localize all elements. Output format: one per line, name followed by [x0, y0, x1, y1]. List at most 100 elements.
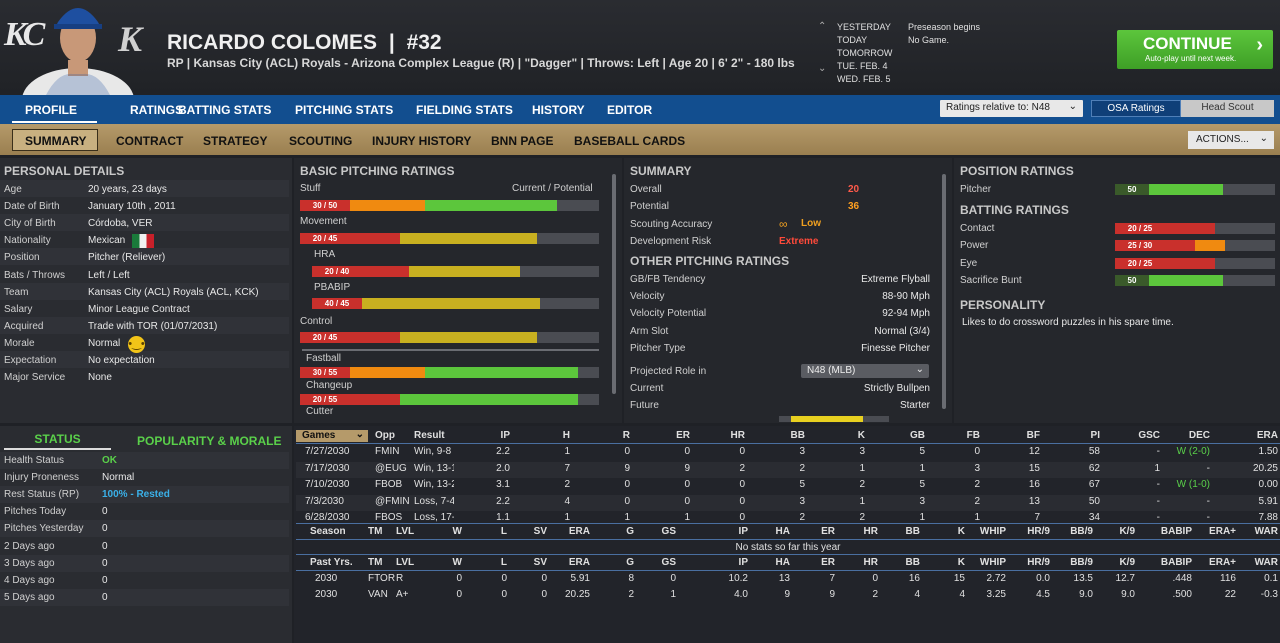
subtab-bnn-page[interactable]: BNN PAGE — [491, 134, 554, 148]
rating-bar-value: 20 / 45 — [300, 332, 350, 343]
subtab-strategy[interactable]: STRATEGY — [203, 134, 268, 148]
game-log-cell: 1 — [859, 495, 865, 507]
tab-status[interactable]: STATUS — [4, 432, 111, 450]
status-label: 5 Days ago — [4, 591, 55, 603]
past-cell: 0 — [456, 589, 462, 600]
past-header: WHIP — [979, 557, 1006, 568]
season-header: HA — [775, 526, 790, 537]
game-log-cell: 2 — [564, 479, 570, 491]
osa-ratings-button[interactable]: OSA Ratings — [1091, 100, 1181, 117]
other-rating-label: Velocity — [630, 291, 665, 303]
game-log-cell: W (1-0) — [1176, 479, 1210, 491]
game-log-header: PI — [1090, 430, 1100, 441]
game-log-cell: 0 — [739, 479, 745, 491]
basic-rating-label: PBABIP — [314, 282, 351, 293]
game-log-cell: 7 — [564, 462, 570, 474]
game-log-cell: 1 — [564, 446, 570, 457]
continue-button[interactable]: CONTINUE Auto-play until next week. › — [1117, 30, 1273, 69]
game-log-cell: 0.00 — [1258, 479, 1278, 491]
game-log-cell: 67 — [1088, 479, 1100, 491]
player-name-text: RICARDO COLOMES — [167, 31, 377, 54]
season-header-divider — [296, 539, 1280, 540]
personality-text: Likes to do crossword puzzles in his spa… — [962, 317, 1174, 328]
tab-ratings[interactable]: RATINGS — [130, 103, 184, 117]
personal-label: Acquired — [4, 320, 44, 332]
potential-label: Potential — [630, 201, 669, 212]
game-log-header: ER — [676, 430, 690, 441]
game-log-cell: 7/10/2030 — [305, 479, 350, 491]
other-ratings-title: OTHER PITCHING RATINGS — [630, 254, 790, 268]
role-current-label: Current — [630, 383, 664, 394]
season-header: K — [957, 526, 965, 537]
tab-popularity-morale[interactable]: POPULARITY & MORALE — [137, 434, 282, 448]
head-scout-button[interactable]: Head Scout — [1181, 100, 1274, 117]
scouting-accuracy-label: Scouting Accuracy — [630, 219, 713, 230]
game-log-header: Opp — [375, 430, 395, 441]
projected-role-select[interactable]: N48 (MLB) ⌄ — [801, 364, 929, 378]
past-header: TM — [368, 557, 383, 568]
rating-bar-value: 25 / 30 — [1115, 240, 1165, 252]
status-label: 4 Days ago — [4, 574, 55, 586]
subtab-contract[interactable]: CONTRACT — [116, 134, 184, 148]
personal-value: Kansas City (ACL) Royals (ACL, KCK) — [88, 286, 259, 298]
rating-bar-value: 20 / 55 — [300, 394, 350, 405]
personal-row-bg — [0, 351, 289, 368]
summary-scrollbar[interactable] — [941, 164, 947, 422]
games-select[interactable]: Games ⌄ — [296, 429, 368, 442]
past-cell: 2.72 — [986, 573, 1006, 584]
status-label: 2 Days ago — [4, 540, 55, 552]
potential-value: 36 — [848, 201, 860, 212]
subtab-summary[interactable]: SUMMARY — [25, 134, 87, 148]
game-log-cell: 2 — [859, 479, 865, 491]
development-risk-value: Extreme — [779, 236, 819, 247]
actions-button[interactable]: ACTIONS... ⌄ — [1188, 131, 1274, 149]
chevron-up-icon[interactable]: ⌃ — [818, 21, 827, 32]
summary-panel — [624, 158, 952, 423]
past-divider — [296, 554, 1280, 555]
tab-batting-stats[interactable]: BATTING STATS — [178, 103, 272, 117]
subtab-injury-history[interactable]: INJURY HISTORY — [372, 134, 472, 148]
past-header: ERA — [568, 557, 590, 568]
past-cell: R — [396, 573, 404, 584]
status-value: 0 — [102, 540, 108, 552]
rating-bar-potential — [456, 298, 540, 309]
tab-history[interactable]: HISTORY — [532, 103, 585, 117]
personal-value: Normal — [88, 337, 121, 349]
personal-row-bg — [0, 180, 289, 197]
tab-editor[interactable]: EDITOR — [607, 103, 653, 117]
basic-scrollbar[interactable] — [611, 164, 617, 422]
past-cell: 5.91 — [570, 573, 590, 584]
past-header: ER — [821, 557, 835, 568]
chevron-down-icon[interactable]: ⌄ — [818, 63, 827, 74]
game-log-cell: 7 — [1034, 512, 1040, 524]
game-log-cell: 2 — [799, 462, 805, 474]
tab-profile[interactable]: PROFILE — [25, 103, 78, 117]
game-log-header: K — [857, 430, 865, 441]
game-log-cell: 0 — [624, 446, 630, 457]
game-log-cell: 0 — [739, 495, 745, 507]
game-log-cell: 20.25 — [1252, 462, 1278, 474]
tab-fielding-stats[interactable]: FIELDING STATS — [416, 103, 513, 117]
past-cell: 2 — [872, 589, 878, 600]
status-value: 0 — [102, 523, 108, 535]
tab-pitching-stats[interactable]: PITCHING STATS — [295, 103, 394, 117]
past-cell: .500 — [1172, 589, 1192, 600]
game-log-cell: 50 — [1088, 495, 1100, 507]
role-current-value: Strictly Bullpen — [863, 383, 930, 394]
past-cell: VAN — [368, 589, 388, 600]
game-row-bg — [296, 461, 1280, 478]
past-cell: 1 — [670, 589, 676, 600]
ratings-relative-select[interactable]: Ratings relative to: N48 ⌄ — [940, 100, 1083, 117]
game-log-cell: 2 — [974, 495, 980, 507]
personal-label: Salary — [4, 303, 33, 315]
rating-bar-value: 40 / 45 — [312, 298, 362, 309]
past-header: WAR — [1254, 557, 1278, 568]
basic-rating-label: Control — [300, 316, 333, 327]
subtab-baseball-cards[interactable]: BASEBALL CARDS — [574, 134, 686, 148]
day-wed: WED. FEB. 5 — [837, 74, 891, 84]
status-label: Health Status — [4, 455, 65, 466]
rating-bar-potential — [1195, 240, 1225, 252]
subtab-scouting[interactable]: SCOUTING — [289, 134, 353, 148]
status-value: 0 — [102, 574, 108, 586]
game-log-cell: 4 — [564, 495, 570, 507]
